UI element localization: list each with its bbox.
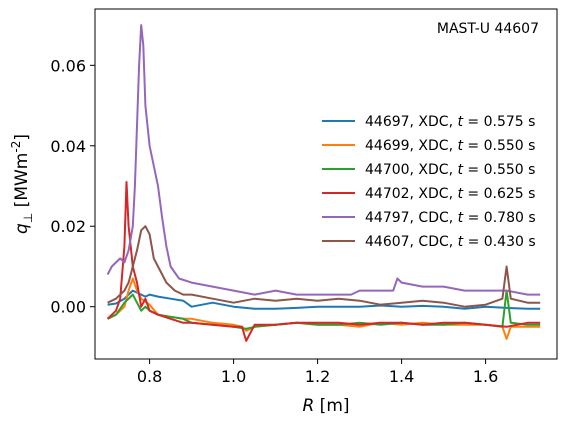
y-tick-label: 0.02 (50, 217, 86, 236)
y-tick-label: 0.04 (50, 137, 86, 156)
legend-label-5: 44797, CDC, t = 0.780 s (365, 210, 536, 226)
legend-label-6: 44607, CDC, t = 0.430 s (365, 234, 536, 250)
plot-area (108, 25, 541, 341)
legend: 44697, XDC, t = 0.575 s 44699, XDC, t = 0… (322, 114, 536, 250)
y-axis: 0.00 0.02 0.04 0.06 (50, 56, 95, 316)
x-axis-label: R [m] (302, 396, 349, 416)
x-axis: 0.8 1.0 1.2 1.4 1.6 (137, 359, 498, 386)
annotation-label: MAST-U 44607 (437, 21, 539, 37)
x-tick-label: 1.0 (221, 367, 246, 386)
x-tick-label: 1.2 (305, 367, 330, 386)
x-tick-label: 1.4 (389, 367, 414, 386)
x-tick-label: 0.8 (137, 367, 162, 386)
legend-label-2: 44699, XDC, t = 0.550 s (365, 138, 535, 154)
legend-label-1: 44697, XDC, t = 0.575 s (365, 114, 535, 130)
series-line-5 (108, 25, 541, 295)
y-tick-label: 0.06 (50, 56, 86, 75)
legend-label-3: 44700, XDC, t = 0.550 s (365, 162, 535, 178)
y-tick-label: 0.00 (50, 298, 86, 317)
y-axis-label: q⊥ [MWm-2] (9, 134, 35, 234)
x-tick-label: 1.6 (473, 367, 498, 386)
legend-label-4: 44702, XDC, t = 0.625 s (365, 186, 535, 202)
